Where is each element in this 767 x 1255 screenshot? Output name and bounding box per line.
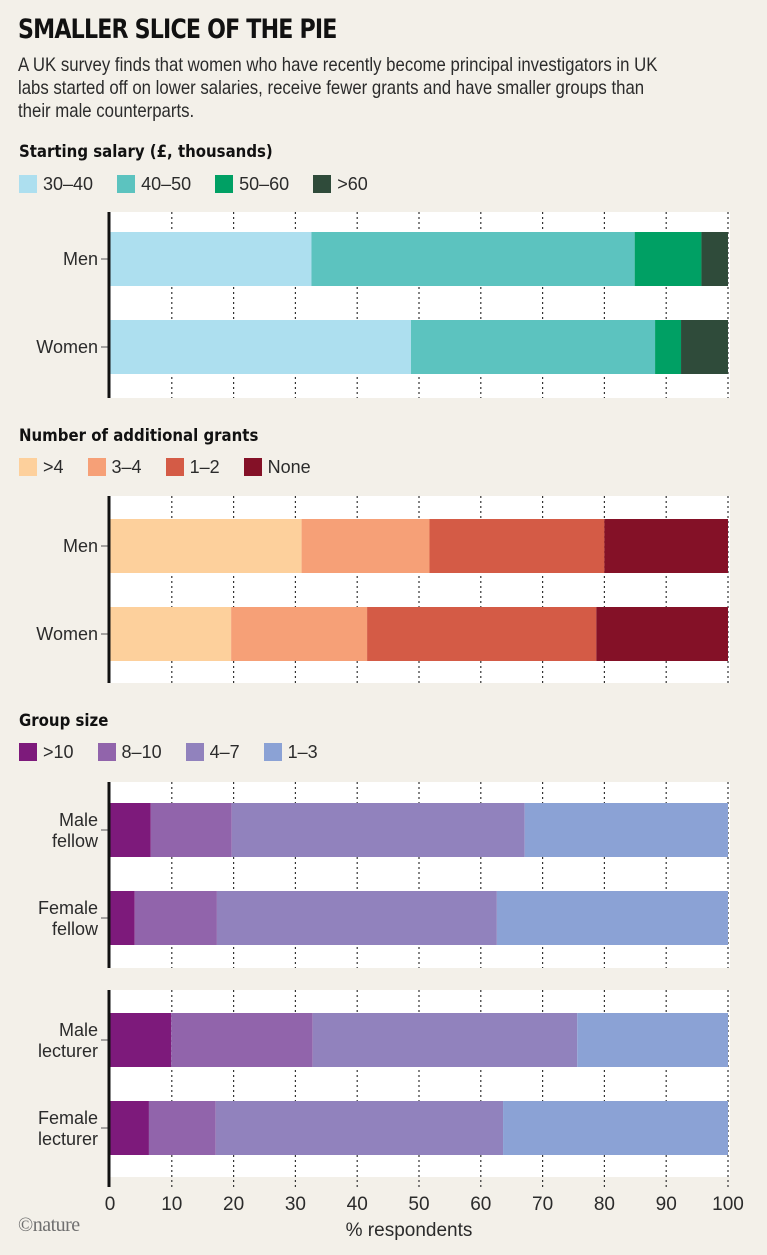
- category-label: Women: [36, 624, 98, 644]
- legend-item: >10: [19, 742, 74, 763]
- x-tick-label: 30: [285, 1194, 306, 1215]
- chart-subtitle: A UK survey finds that women who have re…: [18, 54, 658, 122]
- grants-legend: >4 3–4 1–2 None: [19, 457, 335, 477]
- bar-segment: [524, 803, 728, 857]
- x-tick-label: 100: [712, 1194, 744, 1215]
- bar-segment: [150, 803, 232, 857]
- legend-label: >10: [43, 741, 74, 762]
- category-label: Men: [63, 249, 98, 269]
- legend-label: >60: [337, 173, 368, 194]
- x-tick-label: 10: [161, 1194, 182, 1215]
- legend-label: 50–60: [239, 173, 290, 194]
- bar-segment: [231, 803, 525, 857]
- bar-segment: [110, 1013, 172, 1067]
- bar-segment: [134, 891, 217, 945]
- bar-segment: [634, 232, 702, 286]
- bar-segment: [215, 1101, 504, 1155]
- x-tick-label: 20: [223, 1194, 244, 1215]
- legend-swatch: [263, 743, 282, 761]
- x-tick-label: 80: [594, 1194, 615, 1215]
- legend-label: >4: [43, 456, 64, 477]
- legend-swatch: [185, 743, 204, 761]
- legend-label: 3–4: [111, 456, 142, 477]
- legend-label: None: [267, 456, 311, 477]
- bar-segment: [312, 1013, 578, 1067]
- bar-segment: [231, 607, 368, 661]
- bar-segment: [110, 891, 135, 945]
- legend-item: 3–4: [87, 456, 142, 478]
- x-tick-label: 60: [470, 1194, 491, 1215]
- bar-segment: [110, 803, 151, 857]
- legend-swatch: [117, 175, 136, 193]
- category-label: Female lecturer: [38, 1108, 98, 1149]
- legend-item: >60: [313, 174, 368, 195]
- salary-section-title: Starting salary (£, thousands): [19, 142, 273, 162]
- legend-swatch: [87, 458, 106, 476]
- group-size-legend: >10 8–10 4–7 1–3: [19, 742, 342, 762]
- x-tick-label: 40: [347, 1194, 368, 1215]
- legend-label: 4–7: [209, 741, 240, 762]
- legend-swatch: [313, 175, 332, 193]
- group-size-section-title: Group size: [19, 711, 109, 731]
- bar-segment: [171, 1013, 313, 1067]
- legend-item: >4: [19, 457, 64, 478]
- category-label: Male fellow: [52, 810, 99, 851]
- bar-segment: [503, 1101, 728, 1155]
- legend-swatch: [19, 743, 37, 761]
- legend-item: 1–2: [165, 456, 220, 478]
- bar-segment: [311, 232, 635, 286]
- nature-credit: ©nature: [18, 1214, 80, 1236]
- x-tick-label: 70: [532, 1194, 553, 1215]
- legend-label: 40–50: [141, 173, 192, 194]
- bar-segment: [596, 607, 728, 661]
- legend-item: 50–60: [215, 174, 289, 195]
- legend-label: 1–3: [287, 741, 318, 762]
- category-label: Women: [36, 337, 98, 357]
- bar-segment: [148, 1101, 216, 1155]
- category-label: Male lecturer: [38, 1020, 98, 1061]
- legend-swatch: [165, 458, 184, 476]
- bar-segment: [216, 891, 497, 945]
- bar-segment: [681, 320, 728, 374]
- bar-segment: [410, 320, 656, 374]
- x-tick-label: 50: [408, 1194, 429, 1215]
- bar-segment: [110, 320, 411, 374]
- legend-swatch: [243, 458, 262, 476]
- legend-item: 40–50: [117, 174, 191, 195]
- legend-swatch: [97, 743, 116, 761]
- legend-item: None: [243, 456, 311, 478]
- legend-label: 1–2: [189, 456, 220, 477]
- bar-segment: [604, 519, 728, 573]
- bar-segment: [110, 519, 302, 573]
- bar-segment: [301, 519, 430, 573]
- x-tick-label: 0: [105, 1194, 116, 1215]
- bar-segment: [367, 607, 597, 661]
- legend-swatch: [19, 175, 37, 193]
- legend-label: 30–40: [43, 173, 94, 194]
- legend-item: 1–3: [263, 741, 318, 763]
- bar-segment: [655, 320, 682, 374]
- x-tick-label: 90: [656, 1194, 677, 1215]
- legend-label: 8–10: [121, 741, 162, 762]
- x-axis-label: % respondents: [346, 1220, 473, 1241]
- legend-item: 8–10: [97, 741, 162, 763]
- legend-swatch: [19, 458, 37, 476]
- bar-segment: [110, 232, 312, 286]
- grants-section-title: Number of additional grants: [19, 426, 259, 446]
- legend-swatch: [215, 175, 234, 193]
- chart-title: SMALLER SLICE OF THE PIE: [18, 14, 337, 45]
- category-label: Men: [63, 536, 98, 556]
- salary-legend: 30–40 40–50 50–60 >60: [19, 174, 392, 194]
- bar-segment: [577, 1013, 728, 1067]
- bar-segment: [110, 607, 232, 661]
- legend-item: 30–40: [19, 174, 93, 195]
- bar-segment: [110, 1101, 149, 1155]
- category-label: Female fellow: [38, 898, 99, 939]
- bar-segment: [496, 891, 728, 945]
- bar-segment: [701, 232, 728, 286]
- bar-segment: [429, 519, 605, 573]
- legend-item: 4–7: [185, 741, 240, 763]
